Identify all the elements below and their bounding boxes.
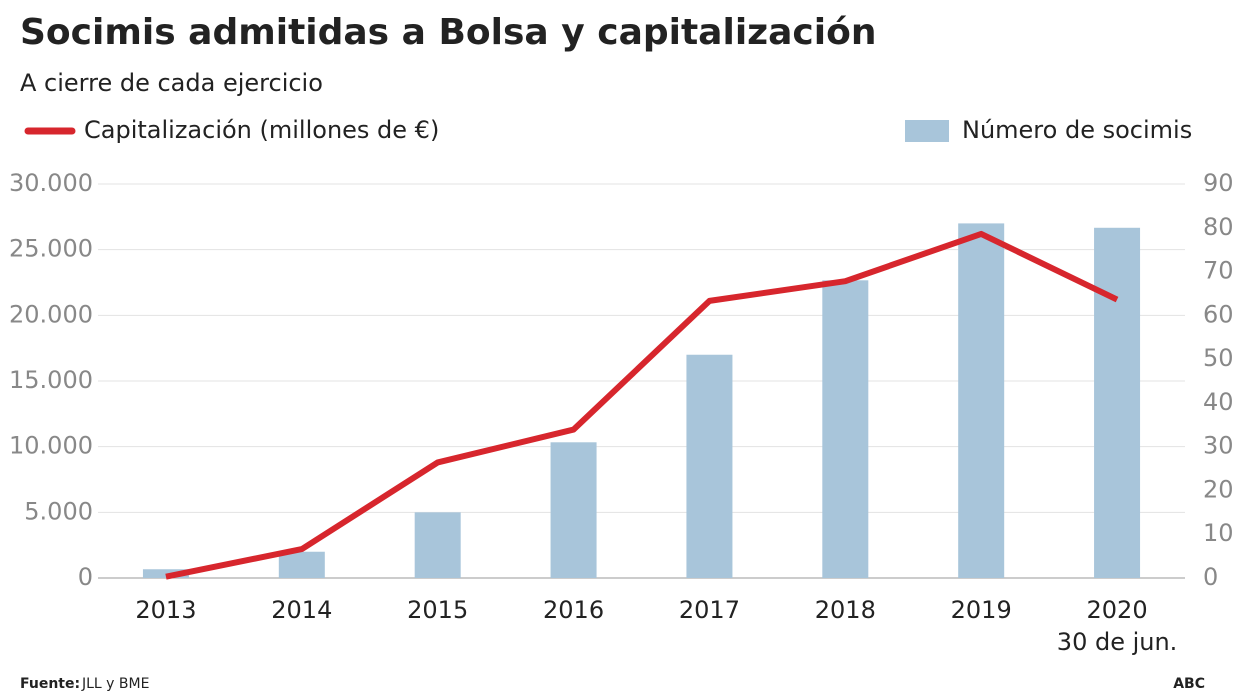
x-tick-label: 2015: [407, 596, 468, 624]
bar: [822, 280, 869, 578]
bar: [278, 551, 325, 578]
bar: [414, 512, 461, 578]
credit: ABC: [1173, 676, 1205, 692]
x-tick-label: 2019: [951, 596, 1012, 624]
legend-swatch: [905, 120, 949, 142]
y2-tick-label: 50: [1203, 344, 1234, 372]
y-tick-label: 20.000: [9, 300, 93, 328]
y-tick-label: 30.000: [9, 169, 93, 197]
y2-tick-label: 60: [1203, 300, 1234, 328]
x-tick-note: 30 de jun.: [1057, 628, 1178, 656]
y2-tick-label: 20: [1203, 475, 1234, 503]
x-tick-label: 2014: [271, 596, 332, 624]
bar: [1094, 227, 1141, 578]
y-tick-label: 5.000: [24, 497, 93, 525]
bar: [686, 354, 733, 578]
line: [165, 230, 1119, 580]
y-tick-label: 25.000: [9, 235, 93, 263]
bar: [958, 223, 1005, 578]
x-tick-label: 2020: [1087, 596, 1148, 624]
y2-tick-label: 10: [1203, 519, 1234, 547]
y2-tick-label: 80: [1203, 213, 1234, 241]
legend-label: Número de socimis: [962, 116, 1192, 144]
legend-label: Capitalización (millones de €): [84, 116, 439, 144]
x-tick-label: 2013: [135, 596, 196, 624]
chart-title: Socimis admitidas a Bolsa y capitalizaci…: [20, 12, 876, 53]
x-tick-label: 2018: [815, 596, 876, 624]
y2-tick-label: 70: [1203, 257, 1234, 285]
x-tick-label: 2017: [679, 596, 740, 624]
source: JLL y BME: [81, 676, 149, 692]
y2-tick-label: 40: [1203, 388, 1234, 416]
bar: [550, 442, 597, 578]
source-label: Fuente:: [20, 676, 80, 692]
y-tick-label: 0: [78, 563, 93, 591]
y-tick-label: 10.000: [9, 432, 93, 460]
y2-tick-label: 30: [1203, 432, 1234, 460]
y-tick-label: 15.000: [9, 366, 93, 394]
chart-subtitle: A cierre de cada ejercicio: [20, 69, 323, 97]
x-tick-label: 2016: [543, 596, 604, 624]
bar: [142, 569, 189, 578]
y2-tick-label: 90: [1203, 169, 1234, 197]
y2-tick-label: 0: [1203, 563, 1218, 591]
